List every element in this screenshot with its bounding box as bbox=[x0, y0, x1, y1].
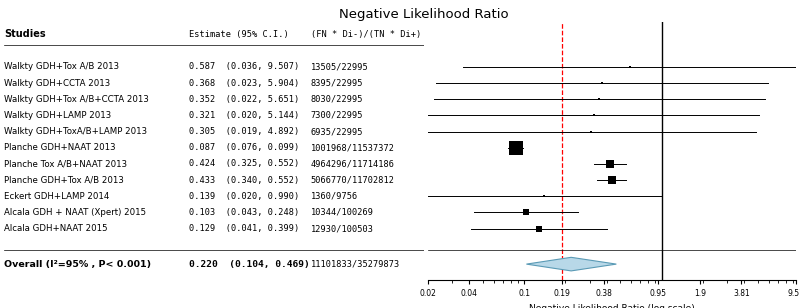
X-axis label: Negative Likelihood Ratio (log scale): Negative Likelihood Ratio (log scale) bbox=[529, 304, 695, 308]
Text: 10344/100269: 10344/100269 bbox=[310, 208, 374, 217]
Text: 13505/22995: 13505/22995 bbox=[310, 62, 368, 71]
Text: 5066770/11702812: 5066770/11702812 bbox=[310, 176, 394, 184]
Text: 0.220  (0.104, 0.469): 0.220 (0.104, 0.469) bbox=[189, 260, 310, 269]
Text: 0.139  (0.020, 0.990): 0.139 (0.020, 0.990) bbox=[189, 192, 299, 201]
Text: 7300/22995: 7300/22995 bbox=[310, 111, 363, 120]
Text: (FN * Di-)/(TN * Di+): (FN * Di-)/(TN * Di+) bbox=[310, 30, 421, 39]
Text: 4964296/11714186: 4964296/11714186 bbox=[310, 159, 394, 168]
Text: 0.587  (0.036, 9.507): 0.587 (0.036, 9.507) bbox=[189, 62, 299, 71]
Text: Walkty GDH+Tox A/B+CCTA 2013: Walkty GDH+Tox A/B+CCTA 2013 bbox=[4, 95, 149, 104]
Text: 0.087  (0.076, 0.099): 0.087 (0.076, 0.099) bbox=[189, 143, 299, 152]
Text: Walkty GDH+LAMP 2013: Walkty GDH+LAMP 2013 bbox=[4, 111, 111, 120]
Text: 0.424  (0.325, 0.552): 0.424 (0.325, 0.552) bbox=[189, 159, 299, 168]
Text: Alcala GDH+NAAT 2015: Alcala GDH+NAAT 2015 bbox=[4, 224, 108, 233]
Text: Planche Tox A/B+NAAT 2013: Planche Tox A/B+NAAT 2013 bbox=[4, 159, 127, 168]
Text: 6935/22995: 6935/22995 bbox=[310, 127, 363, 136]
Text: Walkty GDH+CCTA 2013: Walkty GDH+CCTA 2013 bbox=[4, 79, 110, 87]
Text: 0.433  (0.340, 0.552): 0.433 (0.340, 0.552) bbox=[189, 176, 299, 184]
Text: 0.305  (0.019, 4.892): 0.305 (0.019, 4.892) bbox=[189, 127, 299, 136]
Text: 0.321  (0.020, 5.144): 0.321 (0.020, 5.144) bbox=[189, 111, 299, 120]
Text: 8395/22995: 8395/22995 bbox=[310, 79, 363, 87]
Text: Planche GDH+Tox A/B 2013: Planche GDH+Tox A/B 2013 bbox=[4, 176, 124, 184]
Text: 1360/9756: 1360/9756 bbox=[310, 192, 358, 201]
Text: 0.103  (0.043, 0.248): 0.103 (0.043, 0.248) bbox=[189, 208, 299, 217]
Text: 12930/100503: 12930/100503 bbox=[310, 224, 374, 233]
Text: Planche GDH+NAAT 2013: Planche GDH+NAAT 2013 bbox=[4, 143, 116, 152]
Text: 1001968/11537372: 1001968/11537372 bbox=[310, 143, 394, 152]
Text: 0.129  (0.041, 0.399): 0.129 (0.041, 0.399) bbox=[189, 224, 299, 233]
Text: Overall (I²=95% , P< 0.001): Overall (I²=95% , P< 0.001) bbox=[4, 260, 151, 269]
Text: Walkty GDH+Tox A/B 2013: Walkty GDH+Tox A/B 2013 bbox=[4, 62, 119, 71]
Text: Walkty GDH+ToxA/B+LAMP 2013: Walkty GDH+ToxA/B+LAMP 2013 bbox=[4, 127, 147, 136]
Text: Estimate (95% C.I.): Estimate (95% C.I.) bbox=[189, 30, 289, 39]
Text: Eckert GDH+LAMP 2014: Eckert GDH+LAMP 2014 bbox=[4, 192, 110, 201]
Text: Studies: Studies bbox=[4, 30, 46, 39]
Text: 0.368  (0.023, 5.904): 0.368 (0.023, 5.904) bbox=[189, 79, 299, 87]
Text: 11101833/35279873: 11101833/35279873 bbox=[310, 260, 400, 269]
Text: 0.352  (0.022, 5.651): 0.352 (0.022, 5.651) bbox=[189, 95, 299, 104]
Polygon shape bbox=[526, 257, 616, 271]
Text: 8030/22995: 8030/22995 bbox=[310, 95, 363, 104]
Text: Alcala GDH + NAAT (Xpert) 2015: Alcala GDH + NAAT (Xpert) 2015 bbox=[4, 208, 146, 217]
Text: Negative Likelihood Ratio: Negative Likelihood Ratio bbox=[339, 8, 509, 21]
